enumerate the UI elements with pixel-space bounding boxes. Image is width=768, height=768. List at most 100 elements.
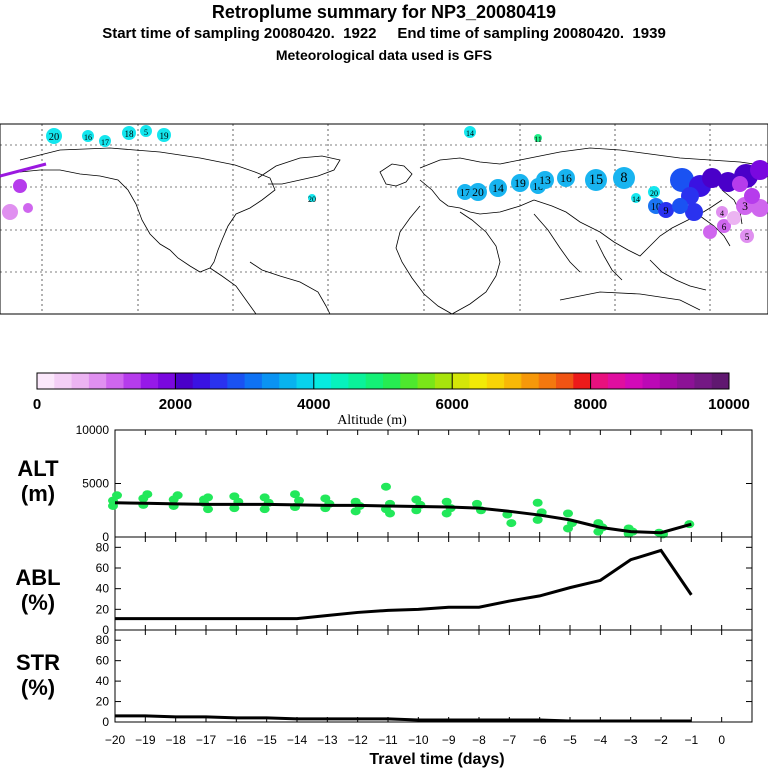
- trajectory-marker-label: 14: [466, 129, 474, 138]
- trajectory-marker-label: 20: [308, 195, 316, 204]
- colorbar-cell: [348, 373, 367, 389]
- alt-point: [563, 509, 573, 518]
- coastline-path: [451, 211, 501, 315]
- trajectory-line: [0, 162, 47, 178]
- trajectory-marker-label: 13: [539, 174, 551, 187]
- colorbar-cell: [400, 373, 418, 389]
- y-tick-label: 0: [102, 715, 109, 729]
- trajectory-marker: [613, 167, 635, 189]
- colorbar-cell: [54, 373, 72, 389]
- x-tick-label: −4: [593, 733, 607, 747]
- map-frame: [0, 123, 768, 315]
- trajectory-marker: [685, 203, 703, 221]
- panel-frame: [114, 429, 753, 538]
- coastline-path: [395, 205, 453, 315]
- alt-point: [259, 505, 270, 514]
- abl-label: ABL: [15, 565, 60, 590]
- colorbar-tick-label: 10000: [708, 396, 750, 413]
- alt-point: [563, 524, 573, 533]
- trajectory-marker: [457, 184, 473, 200]
- x-tick-label: −10: [408, 733, 429, 747]
- coastline-path: [699, 215, 731, 247]
- colorbar-cell: [244, 373, 263, 389]
- trajectory-marker: [489, 179, 507, 197]
- trajectory-marker-label: 17: [460, 188, 470, 199]
- colorbar-cell: [227, 373, 245, 389]
- x-axis-title: Travel time (days): [369, 751, 504, 768]
- y-tick-label: 60: [96, 654, 110, 668]
- colorbar-cell: [71, 373, 90, 389]
- alt-point: [411, 506, 422, 515]
- str-label: STR: [16, 650, 60, 675]
- trajectory-marker: [308, 194, 316, 202]
- x-tick-label: −3: [624, 733, 638, 747]
- colorbar-cell: [659, 373, 678, 389]
- trajectory-marker: [631, 193, 641, 203]
- x-tick-label: 0: [718, 733, 725, 747]
- trajectory-marker-label: 20: [472, 186, 484, 199]
- colorbar-cell: [625, 373, 643, 389]
- colorbar-cell: [279, 373, 297, 389]
- trajectory-marker: [717, 219, 731, 233]
- panel-frame: [114, 629, 753, 723]
- trajectory-marker: [703, 225, 717, 239]
- alt-point: [112, 491, 122, 500]
- trajectory-marker-label: 10: [651, 202, 661, 213]
- colorbar-cell: [37, 373, 55, 389]
- colorbar-cell: [331, 373, 349, 389]
- trajectory-marker: [464, 126, 476, 138]
- colorbar-cell: [504, 373, 522, 389]
- colorbar-cell: [417, 373, 436, 389]
- trajectory-marker-label: 19: [159, 131, 169, 141]
- x-tick-label: −12: [347, 733, 368, 747]
- trajectory-marker: [2, 204, 18, 220]
- trajectory-marker: [732, 176, 748, 192]
- trajectory-marker: [469, 183, 487, 201]
- chart-title: Retroplume summary for NP3_20080419: [211, 2, 557, 22]
- y-tick-label: 40: [96, 582, 110, 596]
- y-tick-label: 10000: [76, 423, 110, 437]
- colorbar-cell: [607, 373, 626, 389]
- trajectory-marker: [658, 202, 674, 218]
- trajectory-marker: [751, 199, 768, 217]
- trajectory-marker: [511, 174, 529, 192]
- colorbar-cell: [313, 373, 332, 389]
- coastline-path: [19, 169, 211, 273]
- alt-point: [172, 491, 183, 500]
- x-tick-label: −19: [135, 733, 156, 747]
- x-tick-label: −18: [165, 733, 186, 747]
- alt-unit: (m): [21, 481, 55, 506]
- trajectory-marker: [702, 168, 722, 188]
- trajectory-marker: [46, 128, 62, 144]
- trajectory-marker: [750, 160, 768, 180]
- trajectory-marker: [13, 179, 27, 193]
- alt-point: [290, 490, 300, 499]
- colorbar-cell: [261, 373, 280, 389]
- trajectory-marker-label: 14: [632, 195, 640, 204]
- trajectory-marker: [99, 135, 111, 147]
- alt-point: [385, 509, 395, 518]
- trajectory-marker: [716, 206, 728, 218]
- x-tick-label: −20: [105, 733, 126, 747]
- trajectory-marker: [140, 125, 152, 137]
- y-tick-label: 20: [96, 695, 110, 709]
- colorbar-cell: [711, 373, 730, 389]
- abl-unit: (%): [21, 590, 55, 615]
- colorbar-cell: [556, 373, 574, 389]
- trajectory-marker-label: 19: [514, 177, 526, 190]
- y-tick-label: 0: [102, 530, 109, 544]
- colorbar-cell: [123, 373, 142, 389]
- coastline-path: [419, 147, 768, 169]
- alt-point: [441, 509, 452, 518]
- trajectory-marker-label: 4: [720, 209, 724, 218]
- x-tick-label: −1: [684, 733, 698, 747]
- x-tick-label: −15: [256, 733, 277, 747]
- coastline-path: [419, 179, 535, 215]
- colorbar-cell: [365, 373, 384, 389]
- trajectory-marker-label: 9: [663, 206, 668, 217]
- y-tick-label: 60: [96, 561, 110, 575]
- x-tick-label: −5: [563, 733, 577, 747]
- coastline-path: [257, 155, 341, 185]
